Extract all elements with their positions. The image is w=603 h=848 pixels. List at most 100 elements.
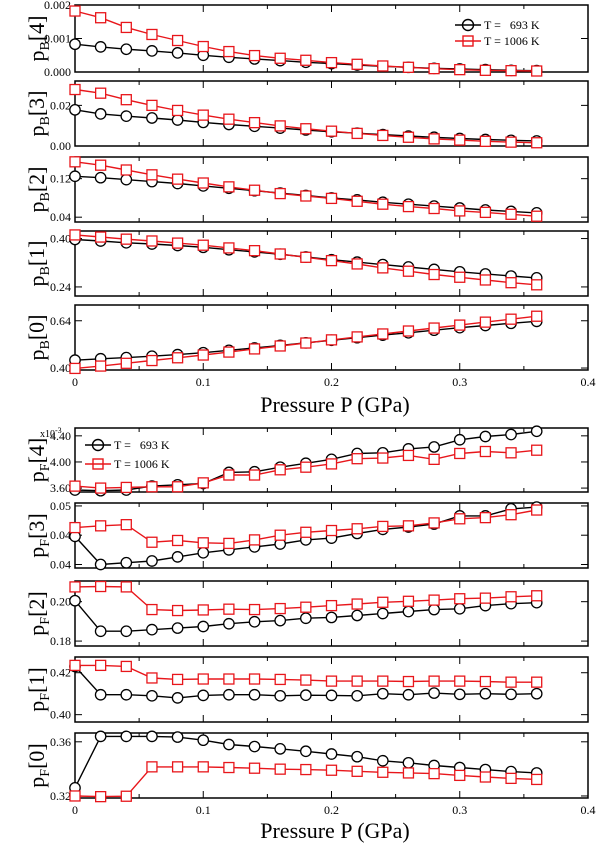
y-tick-label-pF2: 0.18 [50, 634, 71, 648]
data-point-pB1-t1006 [505, 277, 517, 289]
data-point-pF4-t1006 [197, 477, 209, 489]
y-tick-label-pB1: 0.24 [50, 280, 71, 294]
x-tick-label: 0.2 [324, 803, 339, 817]
data-point-pB4-t1006 [69, 5, 81, 17]
data-point-pB1-t1006 [274, 248, 286, 260]
data-point-pF1-t1006 [351, 675, 363, 687]
y-tick-label-pB1: 0.40 [50, 232, 71, 246]
y-tick-label-pB0: 0.40 [50, 361, 71, 375]
data-point-pF0-t693 [146, 730, 158, 743]
data-point-pF2-t693 [223, 617, 235, 630]
data-point-pF4-t693 [530, 425, 543, 438]
data-point-pF2-t1006 [120, 581, 132, 593]
data-point-pF0-t693 [351, 750, 363, 763]
y-exponent-label-pF4: x10-3 [40, 426, 62, 440]
data-point-pB0-t1006 [300, 337, 312, 349]
data-point-pF4-t1006 [171, 481, 184, 493]
data-point-pF2-t693 [351, 609, 363, 622]
data-point-pF0-t1006 [454, 769, 466, 782]
data-point-pF2-t1006 [95, 580, 107, 593]
data-point-pB2-t1006 [479, 206, 492, 219]
data-point-pB3-t1006 [428, 133, 440, 145]
data-point-pB4-t1006 [454, 64, 466, 76]
data-point-pF1-t1006 [146, 672, 158, 684]
data-point-pB3-t1006 [120, 94, 132, 106]
data-point-pB4-t1006 [531, 65, 543, 77]
data-point-pF0-t1006 [505, 772, 517, 785]
legend-top: T = 693 K T = 1006 K [455, 18, 540, 48]
data-point-pF1-t693 [376, 687, 389, 700]
y-tick-label-pB0: 0.64 [50, 314, 71, 328]
data-point-pB4-t1006 [300, 54, 312, 66]
data-point-pB0-t1006 [146, 354, 158, 367]
data-point-pF0-t1006 [402, 767, 415, 779]
data-point-pF1-t693 [274, 689, 287, 702]
data-point-pF4-t1006 [95, 482, 107, 494]
data-point-pF2-t1006 [505, 591, 517, 603]
data-point-pF0-t693 [248, 740, 261, 753]
y-tick-label-pF0: 0.36 [50, 735, 71, 749]
data-point-pB2-t1006 [120, 164, 132, 176]
data-point-pF0-t693 [197, 734, 210, 747]
x-tick-label: 0.3 [452, 375, 467, 389]
data-point-pF1-t693 [248, 688, 261, 701]
data-point-pF0-t693 [325, 748, 338, 760]
data-point-pF2-t1006 [171, 604, 184, 617]
y-axis-label-pB0: pB[0] [24, 315, 53, 361]
data-point-pF0-t1006 [300, 763, 312, 776]
data-point-pB2-t1006 [69, 156, 81, 168]
data-point-pF3-t1006 [171, 534, 184, 547]
data-point-pF0-t693 [274, 742, 287, 755]
data-point-pB0-t1006 [531, 310, 543, 322]
data-point-pB3-t693 [69, 103, 81, 116]
data-point-pF2-t1006 [197, 604, 209, 616]
data-point-pB0-t1006 [505, 313, 517, 325]
data-point-pF3-t1006 [531, 504, 543, 516]
data-point-pF3-t1006 [377, 520, 389, 533]
data-point-pF0-t693 [120, 730, 133, 743]
data-point-pF3-t1006 [120, 519, 132, 531]
data-point-pF3-t1006 [325, 524, 338, 537]
x-tick-label: 0 [72, 375, 78, 389]
data-point-pF2-t1006 [146, 603, 158, 616]
data-point-pB4-t693 [120, 43, 133, 56]
data-point-pB0-t1006 [377, 328, 389, 340]
data-point-pB0-t1006 [479, 316, 492, 328]
data-point-pF0-t693 [94, 730, 107, 743]
data-point-pF3-t1006 [300, 526, 312, 538]
y-tick-label-pF1: 0.42 [50, 666, 71, 680]
data-point-pF2-t693 [248, 615, 261, 628]
data-point-pB4-t1006 [351, 58, 363, 70]
y-tick-label-pF1: 0.40 [50, 708, 71, 722]
data-point-pF0-t1006 [197, 761, 209, 773]
data-point-pB4-t693 [171, 47, 184, 59]
data-point-pB4-t1006 [95, 12, 107, 24]
data-point-pF1-t1006 [479, 675, 492, 688]
data-point-pB3-t1006 [454, 134, 466, 146]
data-point-pF1-t693 [171, 692, 184, 704]
y-tick-label-pF2: 0.20 [50, 595, 71, 609]
y-tick-label-pB2: 0.12 [50, 172, 71, 186]
data-point-pF4-t693 [428, 441, 440, 453]
data-point-pB3-t1006 [531, 137, 543, 149]
data-point-pB1-t1006 [531, 279, 543, 291]
data-point-pB2-t1006 [146, 169, 158, 181]
data-point-pF1-t1006 [69, 659, 81, 672]
data-point-pB3-t1006 [69, 83, 81, 96]
data-point-pB3-t1006 [479, 135, 492, 147]
data-point-pF1-t1006 [377, 675, 389, 687]
data-point-pB2-t693 [69, 170, 81, 183]
data-point-pF4-t1006 [402, 449, 415, 462]
y-axis-label-pF4: pF[4] [24, 438, 53, 482]
data-point-pF2-t693 [428, 603, 440, 616]
legend-bottom-label-1006: T = 1006 K [114, 457, 170, 471]
data-point-pB1-t1006 [223, 242, 235, 254]
data-point-pB2-t1006 [402, 200, 415, 213]
data-point-pB4-t1006 [248, 49, 261, 62]
